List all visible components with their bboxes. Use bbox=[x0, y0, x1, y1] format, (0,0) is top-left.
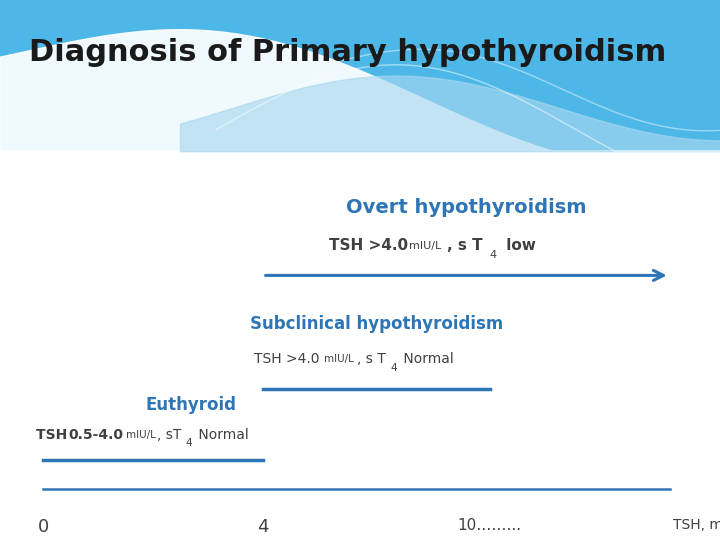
Text: TSH: TSH bbox=[36, 428, 72, 442]
Text: , s T: , s T bbox=[446, 238, 482, 253]
Text: mIU/L: mIU/L bbox=[126, 430, 156, 440]
Text: TSH, mIU/L: TSH, mIU/L bbox=[673, 518, 720, 532]
Text: 10……...: 10……... bbox=[457, 518, 522, 534]
Text: Normal: Normal bbox=[194, 428, 249, 442]
Text: Normal: Normal bbox=[399, 352, 454, 366]
Text: 4: 4 bbox=[390, 363, 397, 373]
Text: 4: 4 bbox=[257, 518, 269, 536]
Text: Subclinical hypothyroidism: Subclinical hypothyroidism bbox=[250, 315, 503, 333]
Text: mIU/L: mIU/L bbox=[409, 241, 441, 251]
Text: 0.5-4.0: 0.5-4.0 bbox=[68, 428, 123, 442]
Text: , sT: , sT bbox=[157, 428, 181, 442]
Text: , s T: , s T bbox=[356, 352, 385, 366]
Text: low: low bbox=[501, 238, 536, 253]
Bar bbox=[0, 0, 720, 151]
Text: mIU/L: mIU/L bbox=[324, 354, 354, 364]
Text: TSH >4.0: TSH >4.0 bbox=[329, 238, 408, 253]
Text: Euthyroid: Euthyroid bbox=[145, 396, 236, 414]
Text: 4: 4 bbox=[185, 438, 192, 448]
Text: 0: 0 bbox=[37, 518, 49, 536]
Text: Overt hypothyroidism: Overt hypothyroidism bbox=[346, 198, 587, 218]
Text: Diagnosis of Primary hypothyroidism: Diagnosis of Primary hypothyroidism bbox=[29, 38, 666, 68]
Text: TSH >4.0: TSH >4.0 bbox=[253, 352, 319, 366]
Text: 4: 4 bbox=[490, 251, 496, 260]
